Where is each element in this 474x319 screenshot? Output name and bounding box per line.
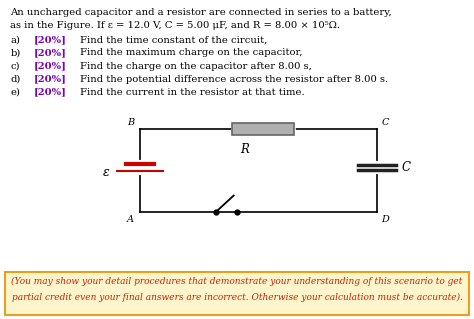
Text: B: B [127, 118, 134, 127]
Text: A: A [127, 215, 134, 224]
FancyBboxPatch shape [5, 272, 469, 315]
Text: C: C [382, 118, 389, 127]
Text: Find the charge on the capacitor after 8.00 s,: Find the charge on the capacitor after 8… [80, 62, 311, 70]
Text: Find the time constant of the circuit,: Find the time constant of the circuit, [80, 35, 267, 44]
Text: An uncharged capacitor and a resistor are connected in series to a battery,: An uncharged capacitor and a resistor ar… [10, 8, 392, 17]
Text: (You may show your detail procedures that demonstrate your understanding of this: (You may show your detail procedures tha… [11, 277, 463, 286]
Text: D: D [382, 215, 390, 224]
Text: ε: ε [103, 166, 110, 179]
Text: [20%]: [20%] [34, 75, 67, 84]
Text: Find the potential difference across the resistor after 8.00 s.: Find the potential difference across the… [80, 75, 388, 84]
Text: [20%]: [20%] [34, 48, 67, 57]
Text: partial credit even your final answers are incorrect. Otherwise your calculation: partial credit even your final answers a… [11, 293, 463, 302]
Text: [20%]: [20%] [34, 35, 67, 44]
Text: Find the current in the resistor at that time.: Find the current in the resistor at that… [80, 88, 304, 97]
Text: [20%]: [20%] [34, 88, 67, 97]
Text: b): b) [10, 48, 21, 57]
Text: Find the maximum charge on the capacitor,: Find the maximum charge on the capacitor… [80, 48, 302, 57]
Text: R: R [240, 143, 248, 156]
Text: as in the Figure. If ε = 12.0 V, C = 5.00 μF, and R = 8.00 × 10⁵Ω.: as in the Figure. If ε = 12.0 V, C = 5.0… [10, 21, 340, 30]
Text: c): c) [10, 62, 20, 70]
Text: a): a) [10, 35, 20, 44]
Text: [20%]: [20%] [34, 62, 67, 70]
Text: e): e) [10, 88, 20, 97]
Text: C: C [401, 161, 410, 174]
Bar [232, 123, 294, 135]
Text: d): d) [10, 75, 21, 84]
